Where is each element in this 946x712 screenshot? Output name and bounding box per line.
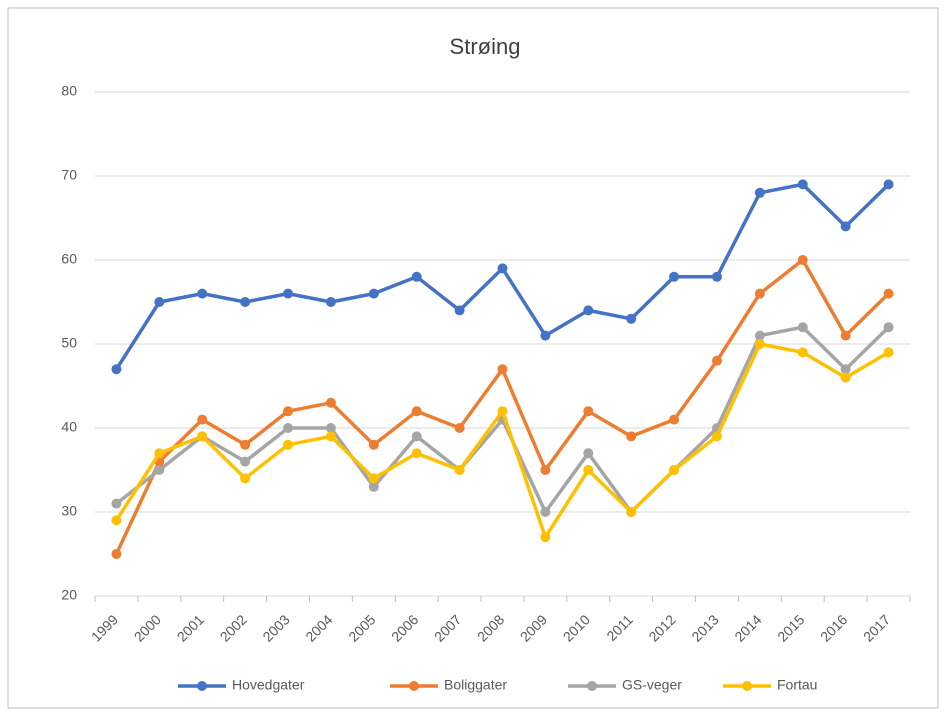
y-tick-label: 30 <box>61 503 77 519</box>
data-point <box>840 364 851 375</box>
data-point <box>240 456 251 467</box>
chart-frame <box>7 7 939 709</box>
legend-marker <box>587 681 597 691</box>
data-point <box>368 288 379 299</box>
legend-label: GS-veger <box>622 677 682 693</box>
y-tick-label: 80 <box>61 83 77 99</box>
data-point <box>454 305 465 316</box>
data-point <box>283 288 294 299</box>
chart-title: Strøing <box>450 34 521 59</box>
data-point <box>669 271 680 282</box>
data-point <box>583 305 594 316</box>
data-point <box>583 406 594 417</box>
y-tick-label: 40 <box>61 419 77 435</box>
data-point <box>797 255 808 265</box>
data-point <box>754 288 765 299</box>
data-point <box>197 431 208 442</box>
data-point <box>797 322 808 333</box>
legend-label: Fortau <box>777 677 817 693</box>
data-point <box>711 431 722 442</box>
legend-marker <box>742 681 752 691</box>
data-point <box>111 364 122 375</box>
data-point <box>840 372 851 383</box>
data-point <box>797 347 808 358</box>
data-point <box>240 439 251 450</box>
data-point <box>154 465 165 475</box>
data-point <box>368 481 379 492</box>
data-point <box>197 288 208 299</box>
data-point <box>240 473 251 484</box>
data-point <box>583 465 594 475</box>
data-point <box>626 431 637 442</box>
data-point <box>411 431 422 442</box>
data-point <box>797 179 808 190</box>
data-point <box>411 448 422 459</box>
data-point <box>283 423 294 433</box>
data-point <box>111 549 122 559</box>
data-point <box>669 414 680 425</box>
data-point <box>111 515 122 526</box>
data-point <box>540 532 551 543</box>
data-point <box>583 448 594 459</box>
data-point <box>368 439 379 450</box>
data-point <box>754 330 765 341</box>
data-point <box>626 507 637 517</box>
legend-marker <box>197 681 207 691</box>
legend-label: Hovedgater <box>232 677 305 693</box>
data-point <box>669 465 680 475</box>
data-point <box>883 179 894 190</box>
data-point <box>283 439 294 450</box>
data-point <box>711 271 722 282</box>
data-point <box>197 414 208 425</box>
data-point <box>454 423 465 433</box>
legend-label: Boliggater <box>444 677 507 693</box>
data-point <box>111 498 122 509</box>
legend-marker <box>409 681 419 691</box>
data-point <box>626 313 637 324</box>
data-point <box>540 507 551 517</box>
data-point <box>154 297 165 307</box>
data-point <box>840 221 851 232</box>
y-tick-label: 20 <box>61 587 77 603</box>
data-point <box>154 448 165 459</box>
data-point <box>411 406 422 417</box>
data-point <box>883 347 894 358</box>
data-point <box>883 288 894 299</box>
data-point <box>325 431 336 442</box>
data-point <box>325 423 336 433</box>
y-tick-label: 50 <box>61 335 77 351</box>
data-point <box>411 271 422 282</box>
data-point <box>540 330 551 341</box>
data-point <box>283 406 294 417</box>
data-point <box>754 187 765 198</box>
data-point <box>754 339 765 349</box>
data-point <box>325 297 336 307</box>
data-point <box>497 263 508 274</box>
data-point <box>711 355 722 366</box>
data-point <box>240 297 251 307</box>
data-point <box>883 322 894 333</box>
data-point <box>497 406 508 417</box>
data-point <box>325 397 336 408</box>
data-point <box>840 330 851 341</box>
y-tick-label: 70 <box>61 167 77 183</box>
data-point <box>368 473 379 484</box>
data-point <box>497 364 508 375</box>
y-tick-label: 60 <box>61 251 77 267</box>
data-point <box>540 465 551 475</box>
data-point <box>454 465 465 475</box>
